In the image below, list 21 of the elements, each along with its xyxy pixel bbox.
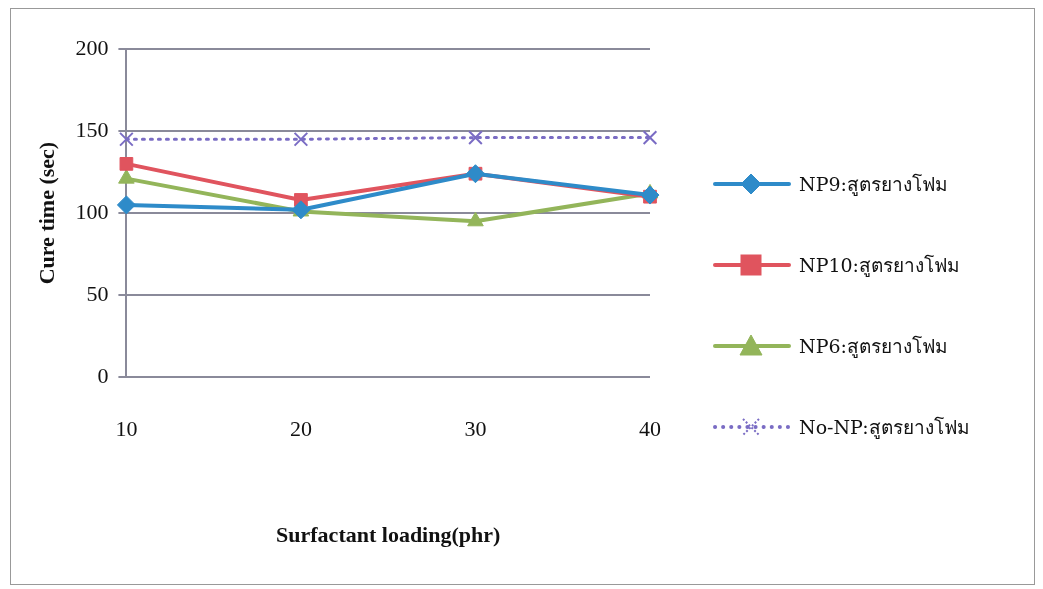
y-tick-label: 50 (86, 280, 109, 306)
x-tick-label: 20 (289, 416, 312, 442)
y-axis-title: Cure time (sec) (33, 141, 59, 285)
legend-label: NP10:สูตรยางโฟม (799, 252, 960, 279)
point (293, 131, 309, 147)
legend-label: NP6:สูตรยางโฟม (799, 333, 948, 360)
point (468, 130, 483, 145)
x-tick-label: 10 (115, 416, 138, 442)
x-tick-label: 30 (464, 416, 487, 442)
x-tick-label: 40 (639, 416, 661, 442)
point (119, 131, 134, 147)
x-axis-title: Surfactant loading(phr) (276, 522, 501, 548)
legend-label: NP9:สูตรยางโฟม (799, 171, 948, 198)
legend-label: No-NP:สูตรยางโฟม (799, 414, 970, 441)
point (119, 157, 134, 171)
y-tick-label: 100 (75, 198, 109, 224)
y-tick-label: 200 (75, 34, 109, 60)
y-tick-label: 150 (75, 116, 109, 142)
point (116, 195, 136, 215)
point (642, 130, 658, 145)
y-tick-label: 0 (97, 362, 109, 388)
